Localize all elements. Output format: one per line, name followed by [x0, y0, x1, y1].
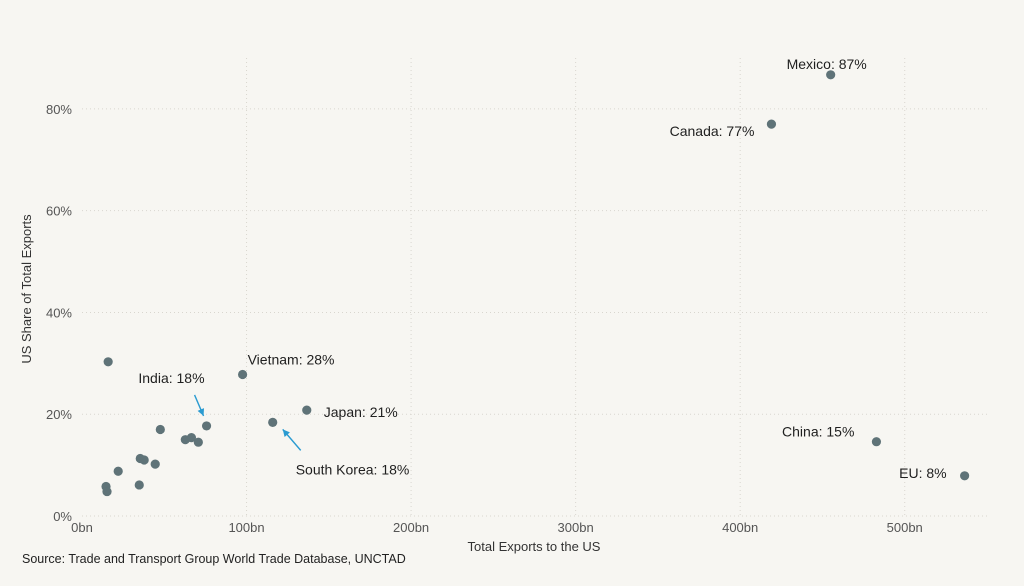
x-axis-ticks: 0bn 100bn 200bn 300bn 400bn 500bn — [71, 520, 923, 535]
data-point — [134, 480, 144, 490]
data-point — [826, 70, 836, 80]
annotation-arrow-head — [282, 429, 290, 437]
x-tick-label: 100bn — [228, 520, 264, 535]
x-tick-label: 500bn — [887, 520, 923, 535]
y-tick-label: 80% — [46, 102, 72, 117]
data-point — [113, 466, 123, 476]
annotation-arrows — [193, 394, 302, 451]
data-point — [302, 405, 312, 415]
y-axis-ticks: 0% 20% 40% 60% 80% — [46, 102, 72, 524]
x-tick-label: 0bn — [71, 520, 93, 535]
data-point — [201, 421, 212, 431]
data-point — [960, 471, 970, 481]
point-label: South Korea: 18% — [296, 461, 410, 477]
data-point — [155, 424, 165, 435]
y-tick-label: 0% — [53, 509, 72, 524]
y-tick-label: 20% — [46, 407, 72, 422]
x-tick-label: 200bn — [393, 520, 429, 535]
point-label: India: 18% — [138, 370, 204, 386]
data-point — [268, 417, 278, 427]
x-tick-label: 400bn — [722, 520, 758, 535]
grid — [82, 58, 987, 517]
y-tick-label: 40% — [46, 305, 72, 320]
data-point — [186, 433, 197, 443]
y-axis-title: US Share of Total Exports — [19, 214, 34, 364]
data-point — [871, 437, 882, 447]
y-tick-label: 60% — [46, 204, 72, 219]
x-axis-title: Total Exports to the US — [468, 539, 601, 554]
point-label: EU: 8% — [899, 465, 946, 481]
point-label: Mexico: 87% — [787, 56, 867, 72]
data-point — [102, 486, 112, 497]
data-points — [101, 70, 970, 497]
annotation-arrow-head — [197, 408, 205, 416]
x-tick-label: 300bn — [558, 520, 594, 535]
source-note: Source: Trade and Transport Group World … — [22, 552, 406, 566]
point-label: Vietnam: 28% — [248, 352, 335, 368]
point-labels: Mexico: 87% Canada: 77% Vietnam: 28% Japan:… — [138, 56, 946, 481]
data-point — [139, 455, 149, 465]
data-point — [237, 369, 248, 380]
data-point — [766, 119, 777, 129]
point-label: China: 15% — [782, 424, 854, 440]
data-point — [150, 459, 160, 469]
data-point — [193, 437, 203, 447]
point-label: Canada: 77% — [670, 123, 755, 139]
point-label: Japan: 21% — [324, 404, 398, 420]
data-point — [103, 357, 113, 367]
